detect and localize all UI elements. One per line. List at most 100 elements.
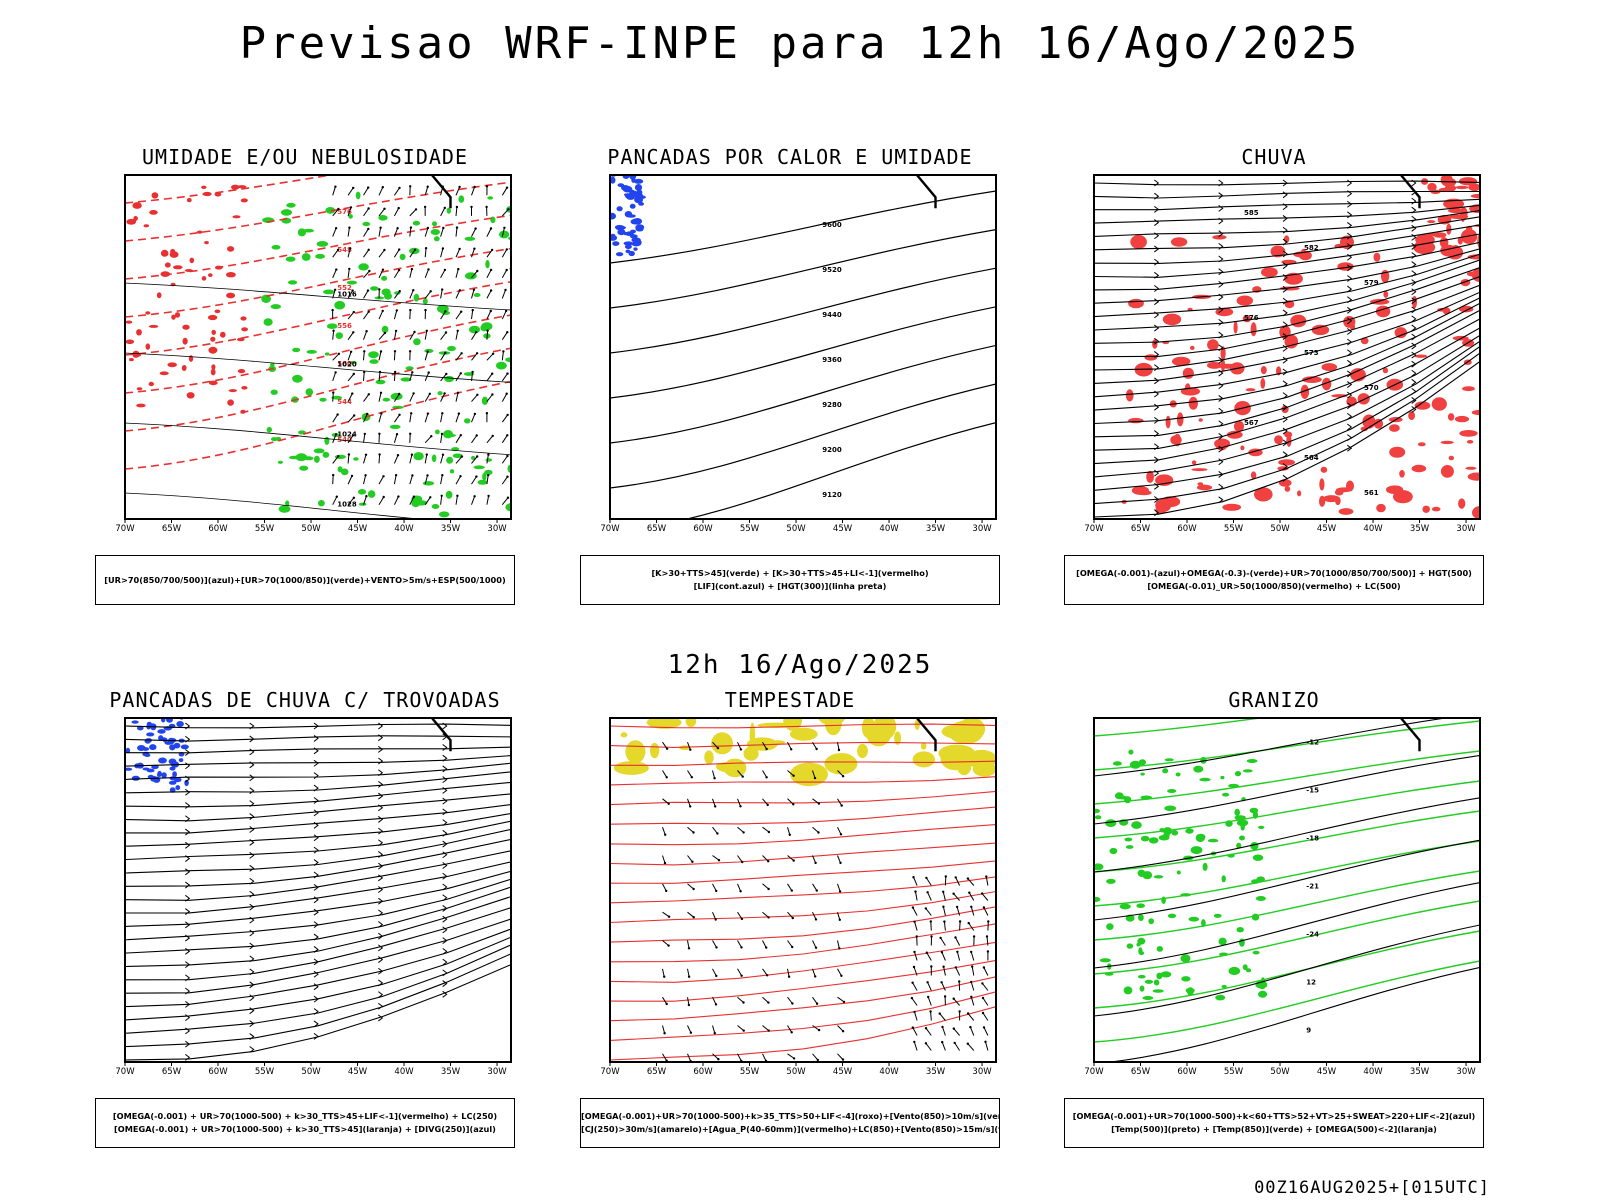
contour-line — [610, 190, 996, 264]
wind-arrow-head — [348, 267, 351, 271]
streamline — [610, 959, 996, 1002]
shade-blob — [1440, 244, 1457, 257]
wind-arrow-head — [428, 392, 431, 395]
wind-arrow-head — [913, 1040, 916, 1044]
wind-arrow — [662, 883, 667, 892]
contour-line — [1094, 930, 1480, 1009]
stream-arrow — [378, 956, 384, 963]
shade-blob — [614, 173, 619, 174]
wind-arrow — [941, 952, 946, 961]
shade-blob — [367, 490, 376, 498]
wind-arrow-head — [352, 496, 356, 499]
shade-blob — [1462, 386, 1475, 392]
wind-arrow-head — [741, 775, 744, 778]
wind-arrow — [378, 332, 386, 341]
map-frame: 12S15S18S21S24S27S30S33S36S39S42S70W65W6… — [600, 717, 997, 1077]
wind-arrow-head — [455, 205, 459, 209]
shade-blob — [1181, 976, 1191, 982]
wind-arrow-head — [378, 370, 382, 374]
stream-arrow — [1282, 179, 1288, 187]
shade-blob — [1458, 498, 1466, 509]
stream-arrow — [1218, 242, 1224, 250]
wind-arrow-head — [363, 370, 366, 374]
wind-arrow-head — [332, 329, 335, 332]
wind-arrow-head — [792, 1057, 796, 1060]
wind-arrow — [687, 798, 691, 807]
stream-arrow — [442, 969, 448, 977]
wind-arrow-head — [505, 248, 508, 251]
wind-arrow-head — [381, 186, 384, 189]
wind-arrow-head — [409, 432, 412, 435]
streamlines — [610, 723, 996, 1061]
shade-blob — [167, 362, 177, 368]
shade-blob — [1144, 354, 1158, 361]
shade-blob — [1302, 376, 1322, 383]
wind-arrow — [762, 883, 769, 890]
shade-blob — [240, 198, 248, 203]
wind-arrow — [486, 330, 489, 340]
wind-arrow-head — [444, 310, 447, 313]
wind-arrow — [662, 798, 670, 805]
shade-blob — [912, 751, 935, 768]
shade-blob — [1221, 875, 1226, 883]
lon-tick-label: 45W — [833, 524, 853, 534]
wind-arrow-head — [911, 1026, 914, 1029]
wind-arrow-head — [394, 329, 398, 333]
wind-arrow-head — [941, 1025, 944, 1029]
wind-arrow-head — [692, 831, 695, 834]
shade-blob — [240, 316, 247, 321]
wind-arrow — [424, 269, 429, 278]
streamline — [610, 906, 996, 943]
shade-blob — [1118, 795, 1128, 800]
stream-arrow — [1347, 179, 1353, 187]
wind-arrow — [959, 921, 961, 931]
wind-arrow — [812, 883, 818, 891]
wind-arrow-head — [970, 980, 973, 984]
wind-arrow-head — [982, 1026, 986, 1029]
contour-label: 9200 — [822, 446, 842, 454]
wind-arrow — [332, 455, 339, 464]
stream-arrow — [442, 819, 448, 826]
wind-arrow — [967, 1043, 975, 1051]
contour-line — [610, 383, 996, 489]
panel-title: TEMPESTADE — [724, 688, 856, 712]
shade-blob — [220, 331, 226, 338]
wind-arrow-head — [485, 205, 488, 209]
wind-arrow — [970, 906, 975, 916]
wind-arrow-head — [817, 802, 821, 805]
shade-blob — [1394, 327, 1407, 339]
stream-arrow — [1411, 397, 1417, 404]
lon-tick-label: 30W — [487, 1067, 507, 1077]
stream-arrow — [378, 967, 384, 975]
wind-arrow — [953, 1028, 960, 1036]
map-trovoadas: 12S15S18S21S24S27S30S33S36S39S42S70W65W6… — [95, 716, 515, 1088]
shade-blob — [1228, 966, 1241, 976]
stream-arrow — [185, 1040, 191, 1048]
shade-blob — [125, 767, 133, 771]
wind-arrow-head — [489, 309, 492, 313]
wind-arrow — [440, 311, 446, 320]
wind-arrow-head — [791, 945, 794, 949]
shade-blob — [1094, 815, 1102, 820]
shade-blob — [646, 718, 682, 729]
contour-label: 585 — [1244, 209, 1259, 217]
wind-arrow-head — [742, 1001, 745, 1004]
shade-blob — [362, 221, 371, 227]
stream-arrow — [1411, 261, 1417, 268]
wind-arrow-head — [364, 474, 367, 477]
wind-arrow-head — [767, 830, 771, 834]
shade-blob — [1321, 363, 1338, 372]
shade-blob — [227, 399, 234, 406]
shade-blob — [1389, 424, 1400, 432]
shade-blob — [1284, 486, 1291, 492]
wind-vectors — [331, 185, 510, 506]
stream-arrow — [1154, 469, 1160, 477]
wind-arrow-head — [911, 906, 915, 909]
shade-blob — [624, 244, 632, 249]
wind-arrow — [378, 310, 384, 320]
wind-arrow — [712, 798, 716, 807]
wind-arrow — [471, 496, 476, 505]
shade-blob — [481, 396, 488, 405]
wind-arrow-head — [363, 350, 366, 353]
shade-blob — [631, 241, 641, 247]
